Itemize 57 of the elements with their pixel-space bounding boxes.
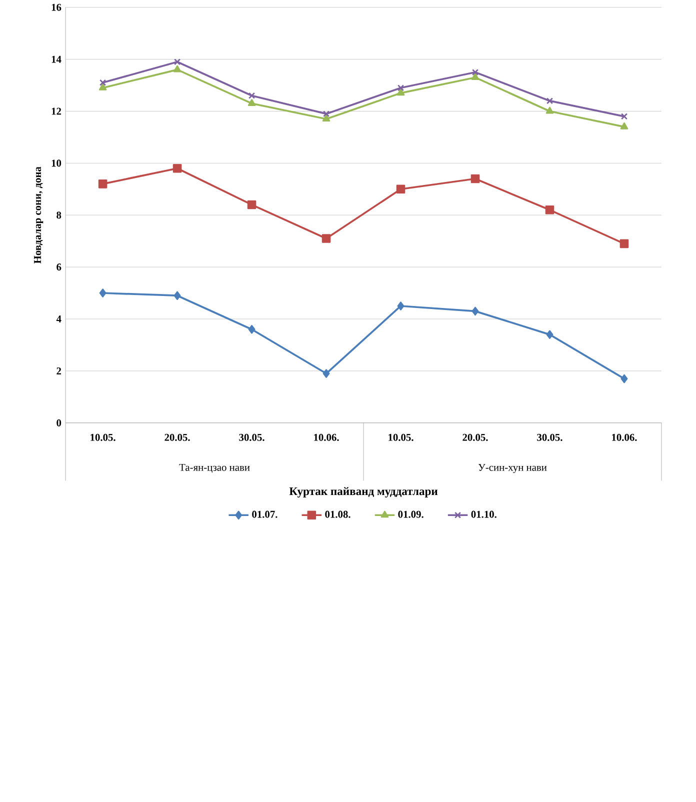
point: [398, 84, 404, 92]
point: [100, 79, 106, 86]
point: [174, 291, 181, 300]
y-tick-label: 14: [52, 56, 62, 63]
legend-label: 01.10.: [471, 510, 497, 518]
point: [323, 110, 330, 118]
point: [174, 58, 181, 66]
point: [472, 73, 480, 80]
legend-label: 01.09.: [398, 510, 424, 518]
point: [397, 302, 404, 310]
y-tick-label: 12: [52, 108, 62, 115]
y-tick-label: 6: [56, 264, 62, 271]
point: [322, 369, 330, 378]
point: [546, 206, 554, 214]
point: [472, 68, 479, 76]
point: [99, 288, 106, 298]
text: У-син-хун нави: [478, 464, 547, 474]
x-tick-label: 30.05.: [537, 434, 562, 441]
y-axis-title: Новдалар сони, дона: [34, 166, 44, 264]
x-tick-label: 10.06.: [612, 434, 637, 441]
x-tick-label: 20.05.: [164, 434, 190, 441]
point: [174, 65, 182, 72]
x-tick-label: 10.05.: [388, 434, 414, 441]
point: [248, 200, 256, 210]
x-axis-title: Куртак пайванд муддатлари: [289, 487, 438, 498]
y-tick-label: 2: [56, 367, 62, 374]
y-tick-label: 16: [52, 4, 62, 11]
point: [471, 174, 480, 184]
point: [98, 180, 108, 188]
point: [621, 113, 628, 120]
x-tick-label: 10.05.: [90, 434, 116, 441]
point: [248, 99, 256, 106]
point: [397, 88, 405, 96]
point: [396, 184, 406, 194]
point: [99, 83, 107, 90]
x-tick-label: 30.05.: [239, 434, 264, 441]
point: [322, 234, 331, 243]
point: [620, 239, 629, 248]
point: [472, 306, 479, 316]
point: [546, 330, 554, 339]
x-tick-label: 20.05.: [462, 434, 488, 441]
y-tick-label: 4: [56, 316, 62, 322]
point: [620, 122, 628, 130]
y-tick-label: 0: [56, 419, 62, 426]
point: [546, 106, 554, 114]
point: [248, 324, 256, 334]
point: [173, 164, 182, 173]
point: [248, 92, 256, 99]
point: [322, 114, 330, 122]
y-tick-label: 10: [52, 160, 62, 167]
legend-label: 01.08.: [325, 510, 350, 518]
point: [546, 98, 554, 104]
legend-label: 01.07.: [252, 510, 278, 518]
point: [620, 374, 628, 384]
y-tick-label: 8: [56, 212, 62, 219]
text: Та-ян-цзао нави: [179, 464, 250, 473]
x-tick-label: 10.06.: [314, 434, 339, 441]
